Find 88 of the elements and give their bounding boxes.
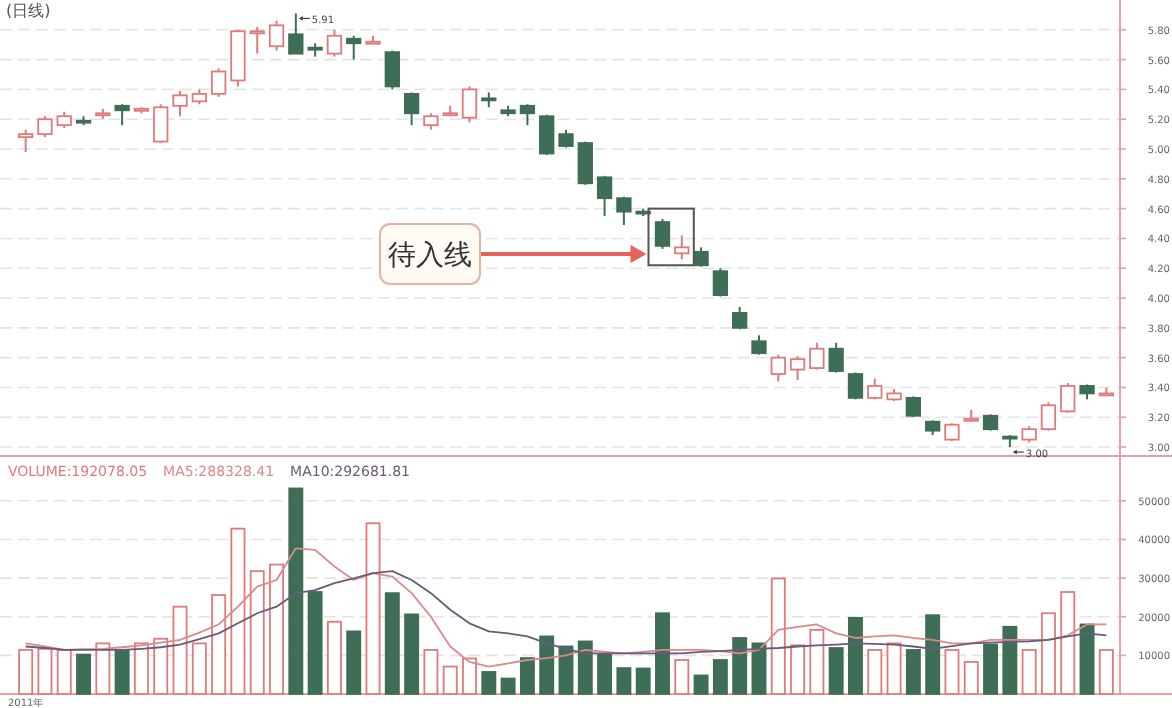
bar [848,616,863,695]
bar [674,659,690,695]
bar [712,659,728,695]
candlestick [172,89,188,118]
chart-title: (日线) [6,2,51,20]
candlestick [789,355,806,381]
bar [790,644,806,695]
bar [577,640,593,695]
bar [211,594,227,695]
candlestick [1040,401,1057,432]
candlestick [654,218,671,250]
bar [519,657,535,695]
candlestick [384,49,400,91]
candlestick [596,174,613,218]
bar [18,649,34,695]
candlestick [519,103,536,127]
annotation: 待入线 [388,240,472,272]
candlestick [114,103,130,127]
bar [635,667,651,695]
bar [1002,625,1018,695]
bar [770,577,786,695]
candlestick [539,113,555,156]
candlestick [210,67,227,98]
bar [288,487,304,695]
bar [269,563,284,695]
bar [597,653,613,695]
bar [326,620,342,695]
bar [1079,623,1095,695]
bar [1098,649,1114,695]
bar [56,649,72,695]
bar [886,642,902,695]
bar [384,592,400,695]
bar [905,649,921,695]
bar [500,677,516,695]
candlestick [153,103,169,145]
bar [693,674,709,695]
bar [944,649,960,695]
candlestick [674,234,690,261]
candlestick [268,19,285,52]
candlestick [249,25,265,55]
bar [1060,591,1076,695]
bar [37,647,53,695]
bar [114,649,130,695]
bar [983,643,999,695]
bar [153,637,169,695]
bar [172,605,188,695]
bar [1021,649,1037,695]
line-series [24,547,1108,668]
bar [1040,612,1056,695]
bar [867,649,883,695]
candlestick [751,334,767,356]
bar [365,522,381,695]
candlestick [828,341,844,374]
candlestick [17,128,34,153]
candlestick [616,195,632,227]
candlestick [37,115,53,139]
bar [76,653,92,695]
bar [346,630,362,695]
bar [404,613,420,695]
bar [307,591,323,695]
bar [95,642,111,695]
bar [462,657,477,695]
bar [616,667,632,695]
candlestick [693,246,709,268]
candlestick [770,353,786,383]
bar [963,661,979,695]
bar [249,570,265,695]
bar [230,527,246,695]
candlestick [1060,381,1076,414]
bar [809,628,825,695]
bar [442,665,458,695]
bar [133,642,149,695]
bar [655,612,670,695]
bar [481,671,497,695]
candlestick [712,267,729,298]
candlestick [403,91,420,127]
line-series [24,570,1108,655]
bar [828,647,844,695]
bar [539,635,555,695]
candlestick [809,341,825,371]
bar [423,649,439,695]
candlestick [461,85,478,124]
bar [925,614,941,695]
candlestick [326,28,343,58]
bar [732,637,748,695]
bar [191,642,207,695]
candlestick [577,140,593,186]
candlestick [346,34,362,61]
